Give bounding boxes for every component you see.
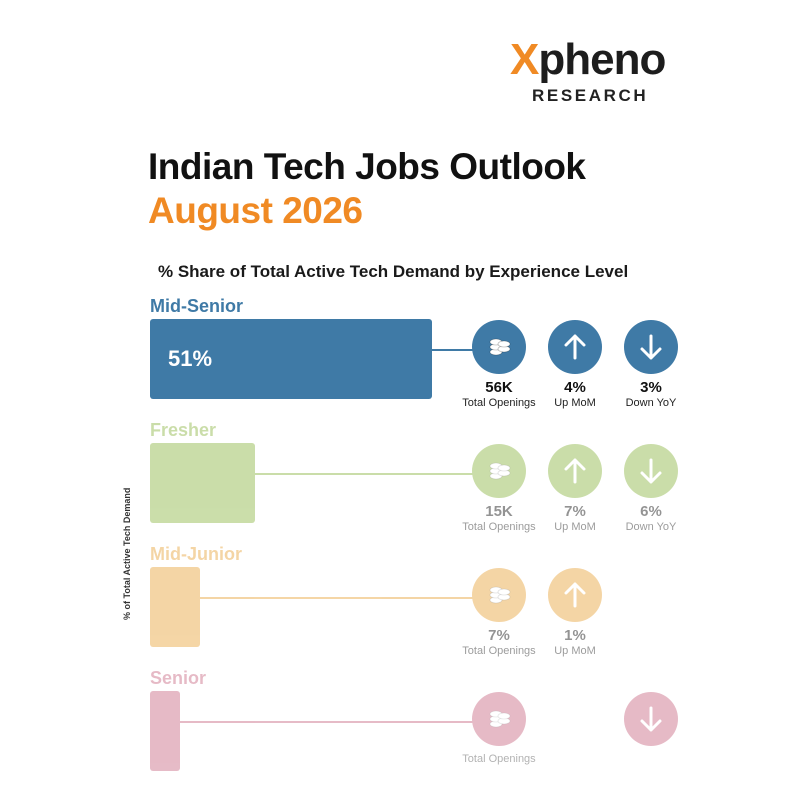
metric-circle	[624, 320, 678, 374]
arrow-down-icon	[640, 458, 662, 484]
page-title: Indian Tech Jobs Outlook	[148, 146, 586, 187]
metric-mom: 1% Up MoM	[530, 568, 620, 658]
metric-circle	[472, 692, 526, 746]
bar-connector	[255, 473, 480, 475]
coins-icon	[489, 338, 511, 356]
metric-circle	[548, 568, 602, 622]
metric-mom: 4% Up MoM	[530, 320, 620, 410]
level-label: Mid-Senior	[150, 296, 243, 316]
page-subtitle: August 2026	[148, 190, 363, 231]
metric-circle	[472, 568, 526, 622]
coins-icon	[489, 462, 511, 480]
metric-circle	[472, 320, 526, 374]
metric-circle	[548, 320, 602, 374]
metric-caption: Down YoY	[625, 521, 677, 533]
arrow-up-icon	[564, 458, 586, 484]
metric-caption: Total Openings	[462, 521, 536, 533]
metric-mom: 7% Up MoM	[530, 444, 620, 534]
bar-connector	[432, 349, 480, 351]
metric-yoy: 3% Down YoY	[606, 320, 696, 410]
coins-icon	[489, 586, 511, 604]
y-axis-label: % of Total Active Tech Demand	[122, 487, 132, 620]
bar-value-label: 51%	[168, 346, 213, 371]
metric-value: 4%	[564, 379, 586, 396]
level-label: Mid-Junior	[150, 544, 242, 564]
brand-logo: Xpheno RESEARCH	[510, 36, 680, 106]
chart-title: % Share of Total Active Tech Demand by E…	[158, 262, 629, 281]
level-label: Senior	[150, 668, 207, 688]
metric-circle	[548, 444, 602, 498]
arrow-up-icon	[564, 334, 586, 360]
metric-openings: Total Openings	[454, 692, 544, 766]
metric-value: 56K	[485, 379, 513, 396]
metric-value: 1%	[564, 627, 586, 644]
metric-value: 6%	[640, 503, 662, 520]
brand-rest: pheno	[538, 35, 666, 84]
bar-connector	[200, 597, 480, 599]
metric-openings: 7% Total Openings	[454, 568, 544, 658]
metric-caption: Up MoM	[554, 521, 596, 533]
metric-caption: Down YoY	[625, 397, 677, 409]
metric-caption: Up MoM	[554, 645, 596, 657]
metric-circle	[624, 444, 678, 498]
metric-circle	[624, 692, 678, 746]
metric-yoy: 6% Down YoY	[606, 444, 696, 534]
metric-value: 15K	[485, 503, 513, 520]
brand-sub: RESEARCH	[532, 86, 649, 105]
metric-caption: Up MoM	[554, 397, 596, 409]
bar	[150, 319, 432, 399]
metric-caption: Total Openings	[462, 753, 536, 765]
metric-yoy	[606, 692, 696, 752]
metric-circle	[472, 444, 526, 498]
metric-caption: Total Openings	[462, 645, 536, 657]
metric-value: 7%	[564, 503, 586, 520]
coins-icon	[489, 710, 511, 728]
metric-value: 7%	[488, 627, 510, 644]
metric-caption: Total Openings	[462, 397, 536, 409]
metric-value: 3%	[640, 379, 662, 396]
brand-name: Xpheno	[510, 36, 680, 84]
bar	[150, 691, 180, 771]
bar	[150, 567, 200, 647]
metric-openings: 56K Total Openings	[454, 320, 544, 410]
arrow-down-icon	[640, 334, 662, 360]
bar-connector	[180, 721, 480, 723]
level-label: Fresher	[150, 420, 217, 440]
metric-openings: 15K Total Openings	[454, 444, 544, 534]
bar	[150, 443, 255, 523]
arrow-down-icon	[640, 706, 662, 732]
arrow-up-icon	[564, 582, 586, 608]
brand-x: X	[510, 35, 539, 84]
